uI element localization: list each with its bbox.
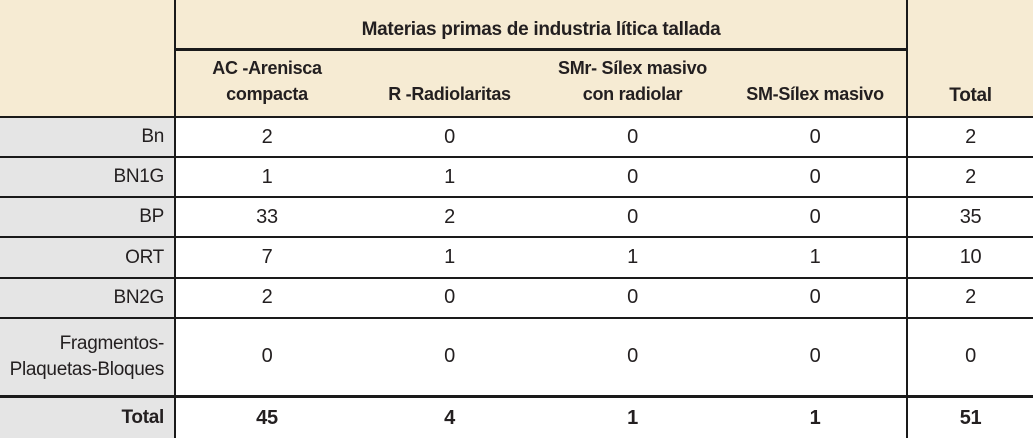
value-cell: 0 [175, 317, 358, 397]
value-cell: 2 [175, 117, 358, 158]
corner-cell [0, 0, 176, 118]
value-cell: 33 [175, 197, 358, 238]
column-header-r: R -Radiolaritas [358, 49, 541, 118]
row-total-cell: 2 [906, 117, 1033, 158]
value-cell: 0 [724, 277, 908, 318]
value-cell: 0 [724, 197, 908, 238]
table-row-fragmentos: Fragmentos-Plaquetas-Bloques 0 0 0 0 0 [0, 317, 1033, 397]
table-row-bp: BP 33 2 0 0 35 [0, 197, 1033, 238]
value-cell: 1 [358, 237, 541, 278]
value-cell: 0 [358, 317, 541, 397]
row-total-cell: 35 [906, 197, 1033, 238]
value-cell: 1 [724, 237, 908, 278]
totals-value-cell: 4 [358, 396, 541, 438]
value-cell: 0 [724, 117, 908, 158]
value-cell: 0 [358, 277, 541, 318]
value-cell: 7 [175, 237, 358, 278]
value-cell: 0 [541, 157, 724, 198]
column-header-row: AC -Arenisca compacta R -Radiolaritas SM… [0, 49, 1033, 118]
table-row-ort: ORT 7 1 1 1 10 [0, 237, 1033, 278]
value-cell: 1 [358, 157, 541, 198]
table-row-bn1g: BN1G 1 1 0 0 2 [0, 157, 1033, 198]
value-cell: 0 [724, 317, 908, 397]
row-label: BP [0, 197, 176, 238]
row-label: BN2G [0, 277, 176, 318]
row-label: BN1G [0, 157, 176, 198]
row-label: Fragmentos-Plaquetas-Bloques [0, 317, 176, 397]
row-total-cell: 2 [906, 157, 1033, 198]
value-cell: 2 [175, 277, 358, 318]
table-title-row: Materias primas de industria lítica tall… [0, 0, 1033, 118]
value-cell: 0 [541, 197, 724, 238]
table-row-totals: Total 45 4 1 1 51 [0, 396, 1033, 438]
column-header-ac: AC -Arenisca compacta [175, 49, 358, 118]
column-header-total: Total [906, 0, 1033, 118]
table-row-bn2g: BN2G 2 0 0 0 2 [0, 277, 1033, 318]
value-cell: 0 [541, 317, 724, 397]
row-label: Bn [0, 117, 176, 158]
table-title: Materias primas de industria lítica tall… [175, 0, 908, 51]
table-row-bn: Bn 2 0 0 0 2 [0, 117, 1033, 158]
value-cell: 0 [358, 117, 541, 158]
totals-row-label: Total [0, 396, 176, 438]
grand-total-cell: 51 [906, 396, 1033, 438]
row-total-cell: 10 [906, 237, 1033, 278]
column-header-smr: SMr- Sílex masivo con radiolar [541, 49, 724, 118]
totals-value-cell: 45 [175, 396, 358, 438]
value-cell: 1 [541, 237, 724, 278]
row-label: ORT [0, 237, 176, 278]
totals-value-cell: 1 [541, 396, 724, 438]
row-total-cell: 2 [906, 277, 1033, 318]
totals-value-cell: 1 [724, 396, 908, 438]
value-cell: 0 [541, 117, 724, 158]
row-total-cell: 0 [906, 317, 1033, 397]
value-cell: 0 [541, 277, 724, 318]
value-cell: 1 [175, 157, 358, 198]
value-cell: 0 [724, 157, 908, 198]
value-cell: 2 [358, 197, 541, 238]
column-header-sm: SM-Sílex masivo [724, 49, 908, 118]
